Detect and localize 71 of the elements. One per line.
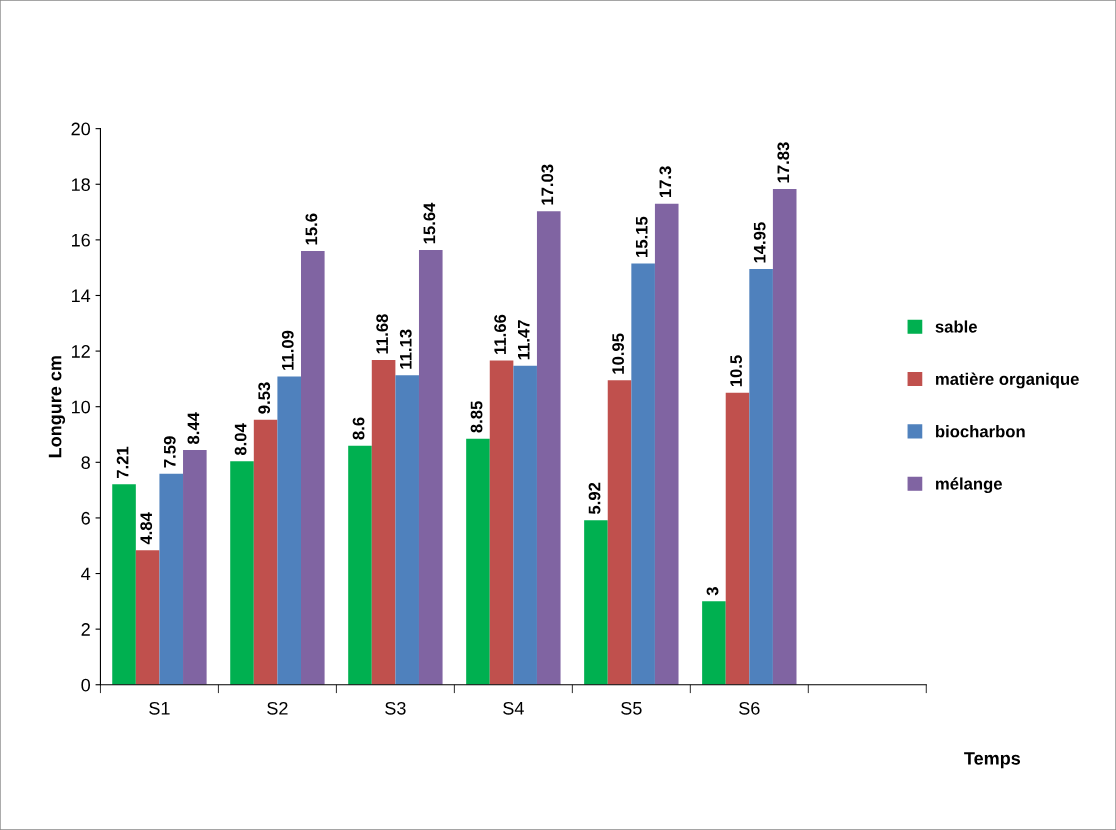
y-tick-label: 4 (81, 567, 91, 581)
bar (725, 392, 750, 685)
data-label: 7.59 (163, 436, 176, 468)
bar (749, 269, 773, 685)
y-axis-title: Longure cm (48, 356, 66, 458)
data-label: 5.92 (588, 482, 601, 515)
bar (135, 550, 160, 685)
bar (631, 263, 655, 685)
data-label: 17.03 (541, 164, 554, 205)
y-tick-label: 12 (72, 345, 90, 358)
bar (253, 419, 278, 685)
y-tick-label: 16 (72, 233, 90, 247)
data-label: 11.47 (518, 320, 530, 360)
x-tick-label: S3 (385, 701, 406, 715)
legend-label: matière organique (936, 372, 1079, 389)
legend-label: biocharbon (936, 425, 1025, 438)
bar (395, 375, 419, 685)
y-tick-label: 2 (81, 623, 90, 636)
x-tick-label: S5 (621, 701, 642, 715)
bar (371, 359, 396, 685)
data-label: 11.13 (399, 329, 412, 369)
y-tick-label: 0 (81, 678, 91, 692)
data-label: 10.5 (730, 355, 742, 387)
bar (489, 360, 514, 685)
y-tick-label: 6 (81, 511, 90, 525)
x-tick-label: S4 (503, 701, 524, 715)
data-label: 11.66 (494, 314, 507, 354)
data-label: 9.53 (258, 382, 271, 414)
data-label: 8.85 (470, 401, 483, 433)
data-label: 4.84 (140, 512, 153, 545)
y-tick-label: 10 (72, 400, 91, 414)
bar (277, 376, 301, 685)
y-tick-label: 14 (72, 289, 91, 303)
bar (654, 203, 679, 685)
data-label: 15.64 (423, 202, 436, 244)
data-label: 11.09 (281, 330, 294, 370)
bar (513, 365, 537, 685)
bar (230, 461, 254, 685)
y-tick-label: 8 (81, 456, 90, 470)
bar (183, 450, 207, 685)
bar (159, 473, 184, 685)
x-tick-label: S1 (149, 701, 170, 715)
bar (418, 249, 443, 685)
data-label: 8.44 (187, 412, 200, 444)
data-label: 15.6 (305, 213, 318, 245)
bar (536, 211, 561, 685)
data-label: 11.68 (376, 314, 389, 354)
data-label: 8.04 (234, 423, 247, 456)
x-axis-title: Temps (964, 752, 1021, 769)
data-label: 10.95 (612, 333, 625, 374)
data-label: 8.6 (352, 417, 365, 440)
data-label: 17.3 (659, 166, 672, 198)
legend-label: mélange (936, 477, 1002, 494)
y-tick-label: 20 (71, 122, 91, 136)
bar (702, 601, 726, 685)
data-label: 14.95 (753, 222, 766, 263)
data-label: 17.83 (777, 142, 790, 183)
bar (584, 520, 608, 685)
bar (112, 484, 136, 685)
bar (348, 445, 372, 685)
legend-label: sable (935, 320, 977, 333)
bar (466, 438, 490, 685)
y-tick-label: 18 (72, 178, 90, 191)
data-label: 3 (706, 587, 719, 596)
x-tick-label: S6 (739, 701, 760, 715)
bar (772, 188, 797, 685)
data-label: 7.21 (116, 446, 129, 478)
bar (301, 250, 325, 685)
data-label: 15.15 (635, 216, 648, 257)
x-tick-label: S2 (267, 701, 288, 715)
bar (607, 380, 632, 685)
